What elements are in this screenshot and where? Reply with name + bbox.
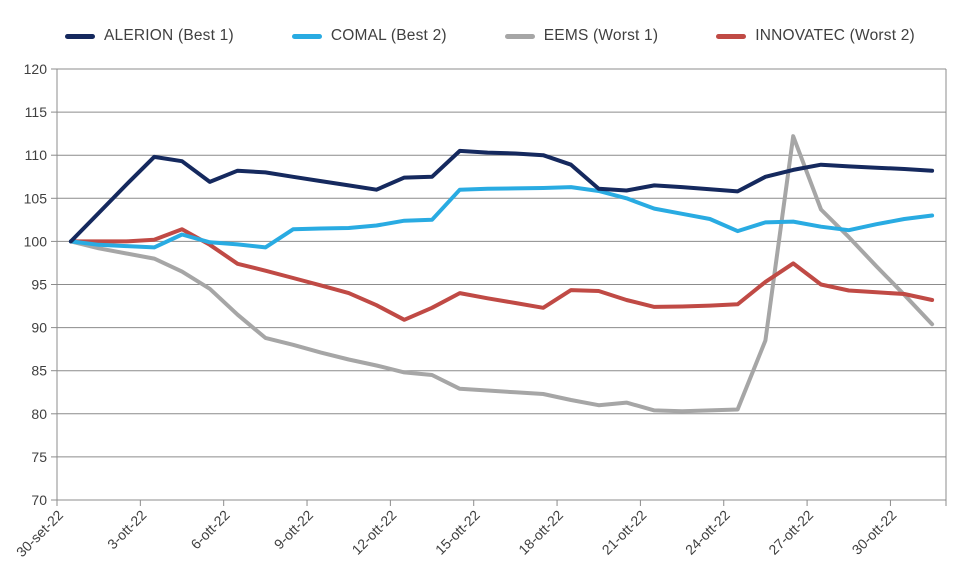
- legend-item-alerion: ALERION (Best 1): [65, 27, 234, 45]
- y-axis-label-90: 90: [31, 320, 47, 336]
- y-axis-label-95: 95: [31, 277, 47, 293]
- series-line-innovatec: [68, 227, 935, 322]
- legend-swatch-comal-icon: [291, 33, 322, 39]
- legend-label-comal: COMAL (Best 2): [330, 27, 447, 44]
- x-axis-label-21-ott-22: 21-ott-22: [599, 507, 650, 558]
- series-line-eems: [68, 134, 935, 414]
- chart-legend: ALERION (Best 1) COMAL (Best 2) EEMS (Wo…: [65, 24, 965, 48]
- y-axis-label-110: 110: [25, 147, 48, 163]
- x-axis-label-9-ott-22: 9-ott-22: [271, 507, 317, 553]
- y-axis-label-80: 80: [31, 406, 47, 422]
- series-line-comal: [68, 185, 935, 250]
- x-axis-label-15-ott-22: 15-ott-22: [432, 507, 483, 558]
- x-axis-label-24-ott-22: 24-ott-22: [682, 507, 733, 558]
- y-axis-label-115: 115: [25, 104, 48, 120]
- x-axis-label-3-ott-22: 3-ott-22: [104, 507, 150, 553]
- legend-item-eems: EEMS (Worst 1): [504, 27, 659, 45]
- y-axis-label-105: 105: [24, 190, 48, 206]
- y-axis-label-85: 85: [31, 363, 47, 379]
- x-axis-label-30-set-22: 30-set-22: [13, 507, 66, 560]
- legend-item-comal: COMAL (Best 2): [291, 27, 447, 45]
- legend-swatch-alerion-icon: [65, 33, 95, 39]
- series-line-alerion: [68, 148, 935, 244]
- y-axis-label-100: 100: [24, 233, 48, 249]
- legend-label-eems: EEMS (Worst 1): [543, 27, 659, 44]
- y-axis-label-75: 75: [31, 449, 47, 465]
- x-axis-label-6-ott-22: 6-ott-22: [187, 507, 233, 553]
- legend-label-alerion: ALERION (Best 1): [104, 27, 234, 44]
- x-axis-label-12-ott-22: 12-ott-22: [349, 507, 400, 558]
- legend-swatch-innovatec-icon: [716, 33, 747, 39]
- x-axis-label-18-ott-22: 18-ott-22: [515, 507, 566, 558]
- y-axis-label-70: 70: [31, 492, 47, 508]
- legend-label-innovatec: INNOVATEC (Worst 2): [755, 27, 915, 44]
- legend-item-innovatec: INNOVATEC (Worst 2): [716, 27, 915, 45]
- y-axis-label-120: 120: [24, 61, 48, 77]
- x-axis-label-27-ott-22: 27-ott-22: [765, 507, 816, 558]
- legend-swatch-eems-icon: [504, 33, 535, 39]
- x-axis-label-30-ott-22: 30-ott-22: [849, 507, 900, 558]
